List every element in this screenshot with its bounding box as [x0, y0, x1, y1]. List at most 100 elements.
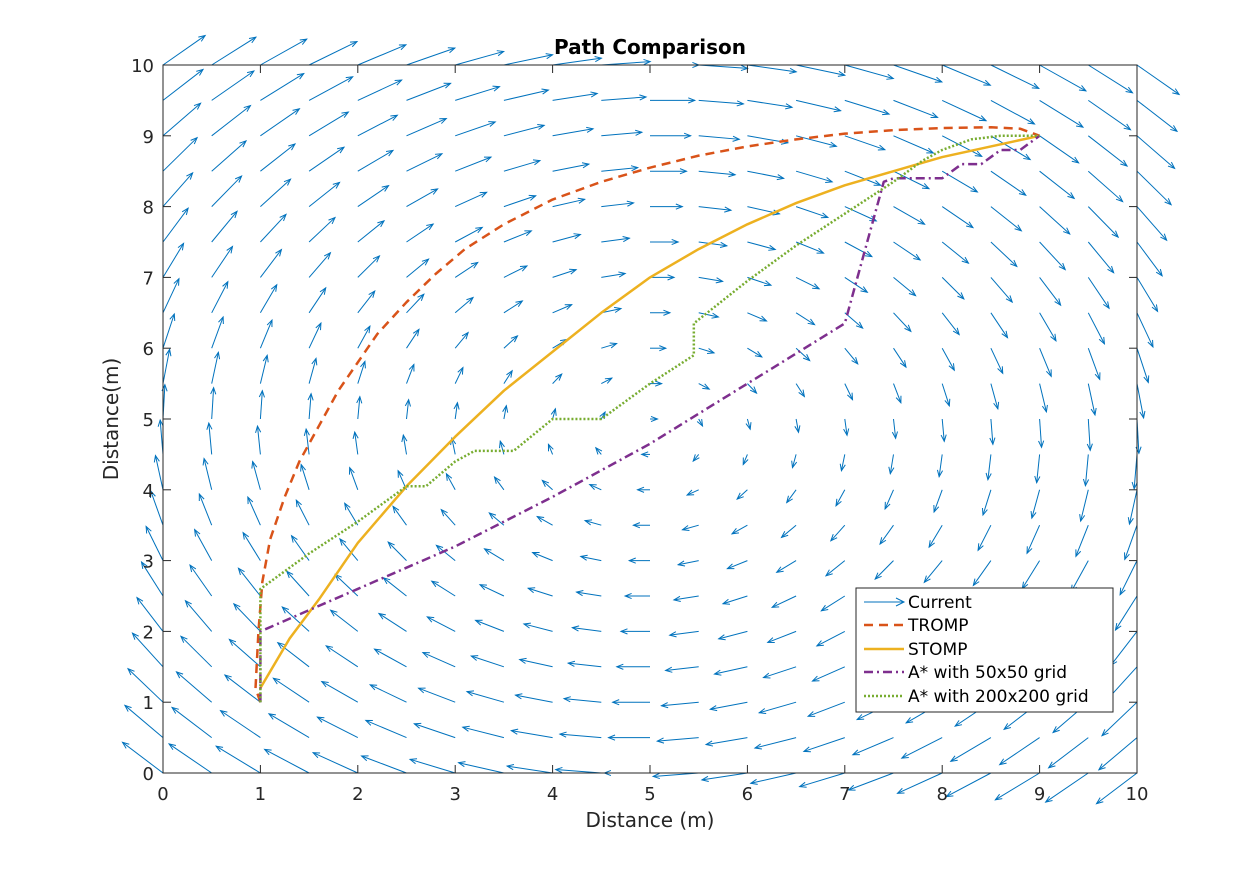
current-arrow — [136, 596, 164, 632]
current-arrow — [162, 171, 194, 207]
current-arrow — [406, 363, 415, 384]
current-arrow — [211, 315, 224, 349]
current-arrow — [211, 36, 258, 66]
current-arrow — [1124, 525, 1138, 561]
current-arrow — [503, 300, 524, 314]
current-arrow — [949, 737, 992, 763]
current-arrow — [357, 79, 403, 101]
current-arrow — [730, 524, 748, 535]
current-arrow — [795, 170, 834, 183]
current-arrow — [802, 737, 845, 753]
current-arrow — [162, 102, 202, 137]
current-arrow — [636, 486, 650, 493]
current-arrow — [566, 660, 602, 668]
current-arrow — [1075, 525, 1089, 558]
current-arrow — [990, 277, 1014, 304]
current-arrow — [747, 170, 785, 181]
current-arrow — [406, 153, 444, 172]
current-arrow — [162, 312, 176, 349]
current-arrow — [627, 557, 650, 564]
current-arrow — [344, 502, 359, 526]
current-arrow — [835, 489, 846, 507]
current-arrow — [255, 424, 262, 455]
current-arrow — [941, 206, 975, 229]
current-arrow — [329, 609, 359, 632]
current-arrow — [162, 242, 185, 278]
current-arrow — [211, 139, 248, 172]
legend-arrowhead-current — [895, 597, 906, 607]
current-arrow — [742, 454, 749, 466]
current-arrow — [893, 135, 935, 154]
current-arrow — [184, 599, 213, 632]
x-tick-label: 1 — [255, 784, 266, 805]
current-arrow — [632, 522, 650, 529]
series-lines — [254, 126, 1041, 703]
current-arrow — [406, 223, 435, 243]
current-arrow — [552, 162, 591, 172]
current-arrow — [469, 655, 505, 668]
y-tick-label: 0 — [143, 764, 154, 785]
current-arrow — [990, 99, 1036, 125]
current-arrow — [844, 241, 874, 258]
x-tick-label: 8 — [936, 784, 947, 805]
current-arrow — [308, 76, 354, 101]
current-arrow — [650, 274, 676, 281]
current-arrow — [272, 677, 310, 703]
x-tick-label: 6 — [742, 784, 753, 805]
current-arrow — [795, 276, 821, 290]
current-arrow — [660, 701, 699, 709]
current-arrow — [514, 693, 553, 703]
current-arrow — [162, 277, 180, 314]
current-arrow — [404, 398, 411, 420]
current-arrow — [698, 99, 745, 107]
current-arrow — [162, 34, 207, 66]
current-arrow — [1136, 383, 1146, 420]
current-arrow — [844, 64, 895, 80]
current-arrow — [594, 446, 603, 455]
current-arrow — [928, 524, 943, 549]
legend-label-astar-200: A* with 200x200 grid — [908, 687, 1089, 707]
current-arrow — [127, 667, 164, 703]
current-arrow — [308, 181, 341, 207]
current-arrow — [1087, 277, 1110, 310]
current-arrow — [770, 595, 797, 608]
current-arrow — [198, 492, 213, 526]
current-arrow — [505, 764, 553, 774]
current-arrow — [1087, 383, 1097, 417]
current-arrow — [320, 680, 359, 703]
current-arrow — [668, 630, 699, 638]
current-arrow — [153, 454, 164, 490]
current-arrow — [211, 175, 243, 207]
current-arrow — [1097, 737, 1138, 771]
current-arrow — [357, 114, 399, 137]
current-arrow — [357, 360, 366, 384]
x-tick-label: 5 — [644, 784, 655, 805]
current-arrow — [583, 519, 602, 526]
current-arrow — [339, 537, 359, 561]
current-arrow — [685, 489, 699, 496]
current-arrow — [498, 439, 505, 455]
legend-entry-current: Current — [864, 593, 972, 613]
current-arrow — [708, 701, 748, 712]
current-arrow — [242, 531, 261, 561]
current-arrow — [650, 97, 697, 104]
current-arrow — [747, 99, 794, 110]
current-arrow — [879, 524, 894, 546]
current-arrow — [1136, 241, 1163, 277]
current-arrow — [356, 395, 363, 420]
y-tick-label: 8 — [143, 198, 154, 219]
current-arrow — [503, 369, 513, 384]
current-arrow — [664, 666, 699, 673]
current-arrow — [721, 595, 748, 605]
current-arrow — [401, 433, 408, 455]
current-arrow — [698, 347, 716, 354]
current-arrow — [509, 728, 553, 739]
current-arrow — [941, 135, 983, 157]
current-arrow — [762, 666, 797, 679]
current-arrow — [455, 50, 506, 66]
current-arrow — [348, 466, 359, 490]
current-arrow — [615, 663, 650, 670]
current-arrow — [844, 276, 869, 294]
current-arrow — [990, 206, 1023, 232]
current-arrow — [267, 713, 310, 739]
